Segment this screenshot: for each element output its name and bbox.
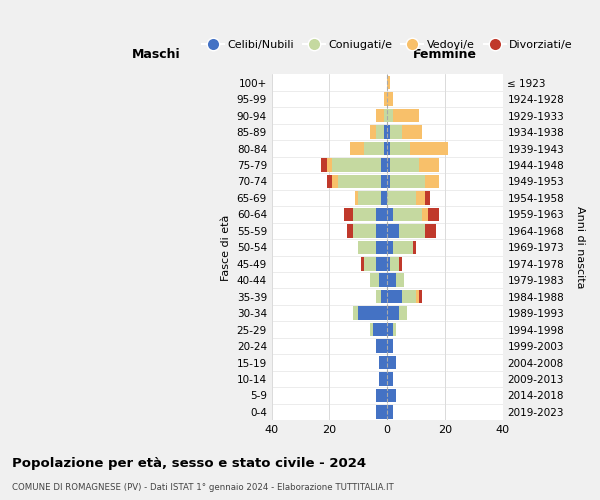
- Bar: [376, 340, 387, 353]
- Bar: [364, 142, 384, 156]
- Bar: [384, 92, 387, 106]
- Text: Popolazione per età, sesso e stato civile - 2024: Popolazione per età, sesso e stato civil…: [12, 458, 366, 470]
- Bar: [376, 388, 387, 402]
- Bar: [382, 191, 387, 204]
- Bar: [396, 274, 404, 287]
- Bar: [376, 109, 384, 122]
- Bar: [358, 240, 376, 254]
- Bar: [326, 158, 332, 172]
- Bar: [387, 142, 390, 156]
- Bar: [376, 257, 387, 270]
- Bar: [384, 142, 387, 156]
- Bar: [399, 224, 425, 237]
- Text: Femmine: Femmine: [413, 48, 477, 60]
- Bar: [353, 306, 358, 320]
- Bar: [425, 224, 436, 237]
- Bar: [347, 224, 353, 237]
- Bar: [332, 158, 382, 172]
- Legend: Celibi/Nubili, Coniugati/e, Vedovi/e, Divorziati/e: Celibi/Nubili, Coniugati/e, Vedovi/e, Di…: [197, 35, 577, 54]
- Bar: [387, 224, 399, 237]
- Bar: [326, 174, 332, 188]
- Bar: [344, 208, 353, 221]
- Bar: [416, 191, 425, 204]
- Bar: [422, 208, 428, 221]
- Bar: [379, 372, 387, 386]
- Bar: [358, 191, 382, 204]
- Bar: [393, 208, 422, 221]
- Bar: [387, 92, 393, 106]
- Bar: [387, 208, 393, 221]
- Bar: [350, 142, 364, 156]
- Bar: [401, 290, 416, 304]
- Bar: [390, 158, 419, 172]
- Bar: [387, 388, 396, 402]
- Bar: [387, 290, 401, 304]
- Bar: [376, 240, 387, 254]
- Bar: [387, 372, 393, 386]
- Bar: [393, 240, 413, 254]
- Bar: [382, 158, 387, 172]
- Bar: [419, 290, 422, 304]
- Text: Maschi: Maschi: [132, 48, 181, 60]
- Bar: [387, 257, 390, 270]
- Bar: [387, 174, 390, 188]
- Bar: [387, 356, 396, 370]
- Bar: [390, 257, 399, 270]
- Bar: [410, 142, 448, 156]
- Bar: [425, 174, 439, 188]
- Bar: [379, 274, 387, 287]
- Bar: [332, 174, 338, 188]
- Bar: [370, 126, 376, 139]
- Bar: [384, 126, 387, 139]
- Bar: [376, 208, 387, 221]
- Bar: [387, 76, 390, 90]
- Bar: [387, 240, 393, 254]
- Bar: [401, 126, 422, 139]
- Bar: [387, 158, 390, 172]
- Bar: [338, 174, 382, 188]
- Bar: [373, 323, 387, 336]
- Bar: [393, 109, 419, 122]
- Bar: [355, 191, 358, 204]
- Bar: [370, 274, 379, 287]
- Bar: [390, 174, 425, 188]
- Bar: [376, 224, 387, 237]
- Y-axis label: Anni di nascita: Anni di nascita: [575, 206, 585, 288]
- Bar: [364, 257, 376, 270]
- Text: COMUNE DI ROMAGNESE (PV) - Dati ISTAT 1° gennaio 2024 - Elaborazione TUTTITALIA.: COMUNE DI ROMAGNESE (PV) - Dati ISTAT 1°…: [12, 482, 394, 492]
- Bar: [387, 323, 393, 336]
- Bar: [416, 290, 419, 304]
- Bar: [390, 126, 401, 139]
- Bar: [393, 323, 396, 336]
- Bar: [353, 224, 376, 237]
- Bar: [387, 306, 399, 320]
- Bar: [387, 340, 393, 353]
- Bar: [376, 290, 382, 304]
- Bar: [425, 191, 430, 204]
- Bar: [358, 306, 387, 320]
- Bar: [379, 356, 387, 370]
- Bar: [399, 306, 407, 320]
- Bar: [321, 158, 326, 172]
- Bar: [387, 191, 416, 204]
- Bar: [399, 257, 401, 270]
- Bar: [382, 290, 387, 304]
- Bar: [384, 109, 387, 122]
- Bar: [387, 274, 396, 287]
- Bar: [413, 240, 416, 254]
- Bar: [376, 126, 384, 139]
- Bar: [390, 142, 410, 156]
- Bar: [370, 323, 373, 336]
- Bar: [376, 405, 387, 418]
- Bar: [387, 126, 390, 139]
- Bar: [387, 109, 393, 122]
- Bar: [428, 208, 439, 221]
- Bar: [361, 257, 364, 270]
- Y-axis label: Fasce di età: Fasce di età: [221, 214, 231, 280]
- Bar: [382, 174, 387, 188]
- Bar: [419, 158, 439, 172]
- Bar: [387, 405, 393, 418]
- Bar: [353, 208, 376, 221]
